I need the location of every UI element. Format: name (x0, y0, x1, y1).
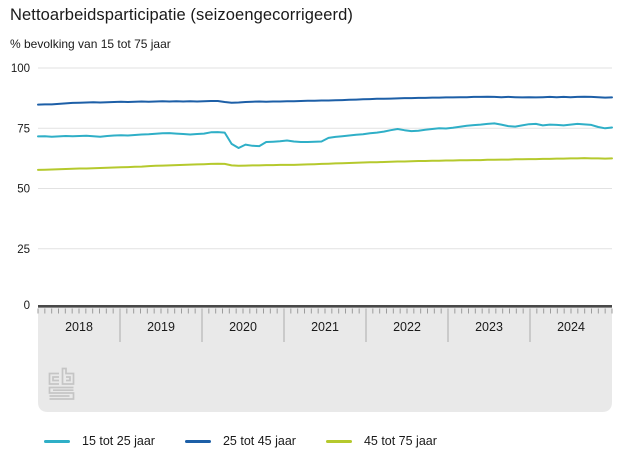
legend-swatch-icon (184, 439, 211, 443)
series-line-1 (37, 95, 613, 106)
legend-label: 15 tot 25 jaar (82, 434, 155, 448)
x-axis-year-label: 2019 (147, 320, 175, 334)
x-axis-year-label: 2023 (475, 320, 503, 334)
chart-title: Nettoarbeidsparticipatie (seizoengecorri… (10, 6, 354, 24)
time-slider[interactable] (38, 306, 612, 412)
chart-legend: 15 tot 25 jaar 25 tot 45 jaar 45 tot 75 … (44, 434, 437, 448)
y-axis-tick-label: 25 (17, 244, 30, 256)
legend-item-15-25[interactable]: 15 tot 25 jaar (44, 434, 155, 448)
legend-label: 25 tot 45 jaar (222, 434, 296, 448)
series-line-0 (37, 122, 613, 149)
x-axis-year-label: 2021 (311, 320, 339, 334)
x-axis-year-label: 2018 (65, 320, 93, 334)
legend-item-45-75[interactable]: 45 tot 75 jaar (325, 434, 437, 448)
cbs-logo (48, 367, 75, 400)
x-axis-year-label: 2024 (557, 320, 585, 334)
x-axis-year-label: 2020 (229, 320, 257, 334)
chart-canvas: 100 75 50 25 0 2018 2019 2020 2021 2022 2023 2024 (11, 63, 613, 412)
legend-swatch-icon (325, 439, 352, 443)
x-axis-line (38, 305, 612, 308)
y-axis-tick-label: 75 (17, 123, 30, 135)
y-axis-tick-label: 0 (24, 300, 30, 312)
legend-swatch-icon (44, 439, 70, 443)
legend-label: 45 tot 75 jaar (363, 434, 437, 448)
x-axis-year-label: 2022 (393, 320, 421, 334)
series-line-2 (37, 157, 613, 171)
y-axis-tick-label: 100 (11, 63, 30, 75)
chart-subtitle: % bevolking van 15 tot 75 jaar (10, 37, 171, 51)
legend-item-25-45[interactable]: 25 tot 45 jaar (184, 434, 296, 448)
y-axis-tick-label: 50 (17, 184, 30, 196)
